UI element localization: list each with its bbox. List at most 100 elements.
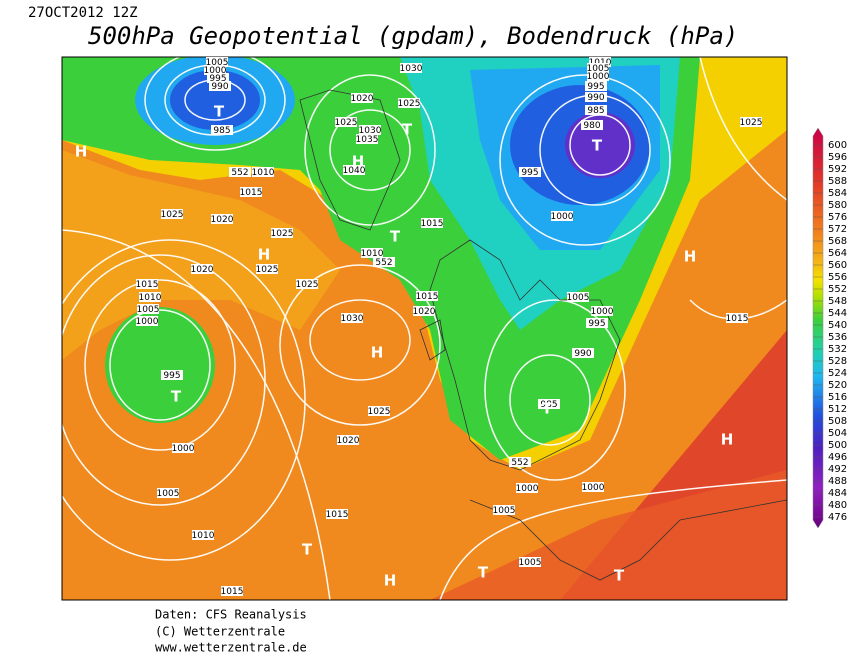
isobar-label: 1005: [587, 63, 609, 74]
isobar-label: 552: [373, 257, 395, 268]
isobar-label-text: 1025: [256, 265, 279, 275]
isobar-label-bg: [240, 187, 262, 197]
isobar-label-text: 985: [587, 106, 604, 116]
isobar-label-text: 1030: [359, 126, 382, 136]
isobar-label-text: 990: [587, 93, 604, 103]
colorbar-label: 528: [828, 356, 847, 367]
isobar-label-bg: [726, 313, 748, 323]
title: 500hPa Geopotential (gpdam), Bodendruck …: [88, 22, 738, 50]
isobar-label-bg: [161, 370, 183, 380]
pressure-center: T: [592, 137, 603, 155]
isobar-label: 1020: [351, 93, 374, 104]
isobar-label-text: 1000: [582, 483, 605, 493]
colorbar-label: 568: [828, 236, 847, 247]
colorbar-label: 512: [828, 404, 847, 415]
isobar-label: 990: [209, 81, 231, 92]
isobar-label-text: 1025: [335, 118, 358, 128]
isobar-label-bg: [586, 318, 608, 328]
isobar-label: 1015: [221, 586, 243, 597]
isobar-label-bg: [416, 291, 438, 301]
isobar-label-bg: [589, 57, 611, 67]
pressure-center: H: [352, 153, 365, 171]
isobar-label-bg: [172, 443, 194, 453]
isobar-label-bg: [209, 81, 231, 91]
isobar-label-bg: [271, 228, 293, 238]
isobar-label: 995: [161, 370, 183, 381]
isobar-label-bg: [207, 73, 229, 83]
isobar-label-bg: [400, 63, 422, 73]
colorbar-label: 572: [828, 224, 847, 235]
isobar-label: 1020: [191, 264, 214, 275]
isobar-label-text: 1030: [341, 314, 364, 324]
footer-copyright: (C) Wetterzentrale: [155, 625, 285, 639]
pressure-center: H: [384, 572, 397, 590]
isobar-label: 1005: [493, 505, 515, 516]
isobar-label: 1000: [582, 482, 605, 493]
isobar-label-bg: [137, 304, 159, 314]
isobar-label-bg: [337, 435, 359, 445]
pressure-center: T: [390, 228, 401, 246]
isobar-label-text: 1035: [356, 135, 379, 145]
isobar-label: 1020: [337, 435, 360, 446]
isobar-label-bg: [139, 292, 161, 302]
pressure-center: T: [542, 400, 553, 418]
isobar-label: 1025: [161, 209, 183, 220]
colorbar-label: 588: [828, 176, 847, 187]
isobar-label: 1000: [204, 65, 227, 76]
isobar-label: 1010: [361, 248, 384, 259]
isobar-label-bg: [581, 120, 603, 130]
isobar-label: 995: [586, 318, 608, 329]
isobar-label: 1025: [740, 117, 762, 128]
pressure-center: H: [258, 246, 271, 264]
isobar-label: 1010: [252, 167, 275, 178]
pressure-center: H: [684, 248, 697, 266]
isobar-label-text: 1000: [136, 317, 159, 327]
colorbar-label: 544: [828, 308, 847, 319]
isobar-label-text: 995: [588, 319, 605, 329]
isobar-label-bg: [398, 98, 420, 108]
isobar-label: 990: [572, 348, 594, 359]
isobar-label: 990: [585, 92, 607, 103]
pressure-center: T: [214, 103, 225, 121]
isobar-label-text: 1005: [206, 58, 229, 68]
isobar-label-bg: [211, 214, 233, 224]
isobar-label: 1005: [137, 304, 159, 315]
isobar-label-text: 1020: [191, 265, 214, 275]
colorbar-label: 552: [828, 284, 847, 295]
colorbar-label: 480: [828, 500, 847, 511]
isobar-label-bg: [368, 406, 390, 416]
colorbar-label: 492: [828, 464, 847, 475]
isobar-label-bg: [421, 218, 443, 228]
isobar-label-bg: [157, 488, 179, 498]
isobar-label-text: 552: [511, 458, 528, 468]
colorbar-label: 496: [828, 452, 847, 463]
pressure-center: T: [402, 121, 413, 139]
isobar-label-text: 985: [213, 126, 230, 136]
colorbar-label: 520: [828, 380, 847, 391]
colorbar-label: 484: [828, 488, 847, 499]
isobar-label: 1025: [256, 264, 279, 275]
isobar-label-bg: [192, 530, 214, 540]
colorbar-label: 560: [828, 260, 847, 271]
colorbar-label: 580: [828, 200, 847, 211]
isobar-label: 1030: [400, 63, 423, 74]
isobar-label-text: 1020: [211, 215, 234, 225]
isobar-label-bg: [538, 399, 560, 409]
isobar-label: 1005: [519, 557, 541, 568]
isobar-label: 995: [519, 167, 541, 178]
date: 27OCT2012 12Z: [28, 5, 138, 21]
colorbar: [812, 127, 824, 529]
isobar-label-text: 995: [163, 371, 180, 381]
isobar-label: 985: [585, 105, 607, 116]
isobar-label-text: 1010: [252, 168, 275, 178]
pressure-center: T: [171, 388, 182, 406]
isobar-label: 1000: [587, 71, 610, 82]
isobar-label-text: 1000: [172, 444, 195, 454]
isobar-label: 995: [585, 81, 607, 92]
colorbar-label: 488: [828, 476, 847, 487]
isobar-label: 1015: [726, 313, 748, 324]
isobar-label-bg: [204, 65, 226, 75]
isobar-label: 1025: [368, 406, 390, 417]
isobar-label-text: 1015: [136, 280, 159, 290]
